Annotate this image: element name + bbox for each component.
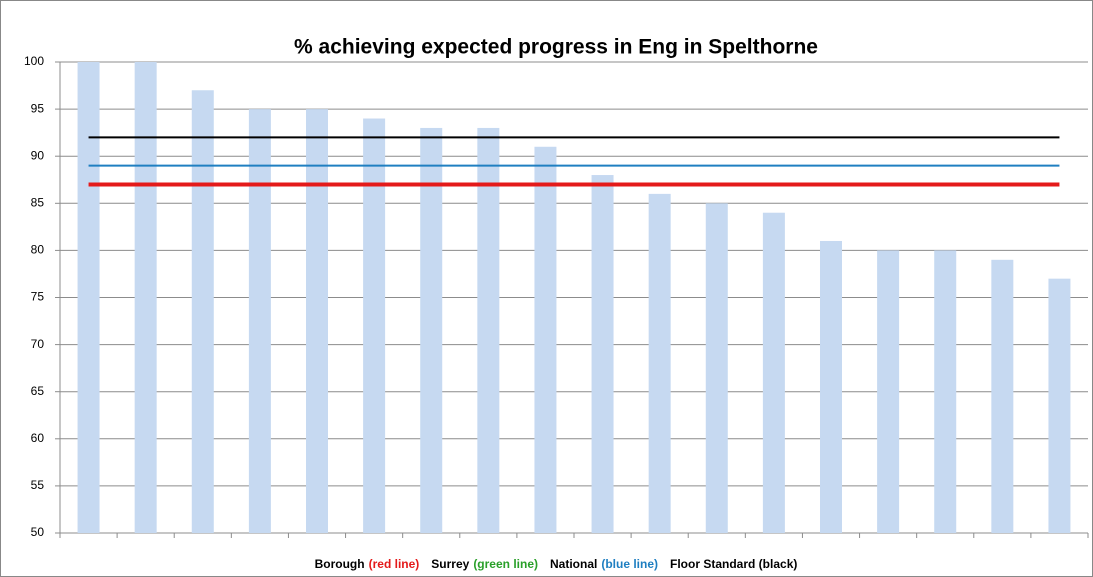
bar bbox=[591, 175, 614, 534]
bar bbox=[762, 212, 785, 533]
bar bbox=[534, 146, 557, 533]
y-tick-label: 90 bbox=[31, 148, 45, 162]
legend-entry: Surrey bbox=[431, 557, 469, 571]
y-tick-label: 60 bbox=[31, 431, 45, 445]
y-tick-label: 55 bbox=[31, 478, 45, 492]
bar bbox=[248, 109, 271, 533]
bar bbox=[820, 240, 842, 534]
bar bbox=[306, 109, 328, 533]
bar bbox=[991, 259, 1014, 533]
bar bbox=[877, 250, 900, 533]
y-tick-label: 100 bbox=[24, 54, 44, 68]
bar bbox=[77, 62, 100, 533]
bar bbox=[191, 90, 214, 533]
y-tick-label: 50 bbox=[31, 525, 45, 539]
bar bbox=[363, 118, 386, 534]
legend-entry: National bbox=[550, 557, 597, 571]
legend-entry: (green line) bbox=[473, 557, 538, 571]
y-tick-label: 85 bbox=[31, 195, 45, 209]
y-tick-label: 95 bbox=[31, 101, 45, 115]
bar bbox=[477, 127, 500, 533]
y-tick-label: 80 bbox=[31, 243, 45, 257]
legend-entry: Floor Standard (black) bbox=[670, 557, 797, 571]
bar bbox=[934, 250, 957, 533]
bar bbox=[420, 127, 443, 533]
y-tick-label: 65 bbox=[31, 384, 45, 398]
bar bbox=[1048, 278, 1071, 533]
bar bbox=[705, 203, 728, 534]
legend-entry: Borough bbox=[315, 557, 365, 571]
legend-entry: (red line) bbox=[369, 557, 420, 571]
y-tick-label: 75 bbox=[31, 290, 45, 304]
legend-entry: (blue line) bbox=[601, 557, 658, 571]
y-tick-label: 70 bbox=[31, 337, 45, 351]
bar bbox=[648, 193, 671, 533]
chart-title: % achieving expected progress in Eng in … bbox=[294, 36, 818, 59]
legend: Borough (red line) Surrey (green line) Natio… bbox=[315, 557, 798, 571]
bar bbox=[134, 62, 157, 533]
